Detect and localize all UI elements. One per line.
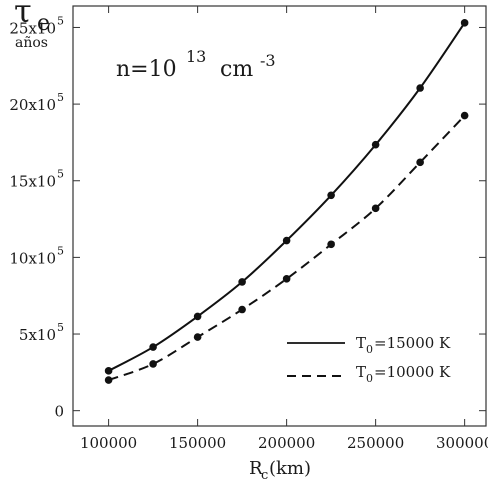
- data-point: [416, 84, 424, 92]
- annotation-unit: cm: [220, 57, 253, 82]
- x-tick-label: 200000: [258, 434, 315, 452]
- data-point: [193, 312, 202, 321]
- legend: T 0 =15000 K T 0 =10000 K: [287, 334, 451, 385]
- legend-label-1-rest: =10000 K: [374, 363, 451, 381]
- data-point: [460, 19, 469, 27]
- data-point: [282, 236, 291, 245]
- x-axis-subscript: c: [261, 468, 268, 482]
- y-tick-exponent: 5: [57, 91, 64, 104]
- data-point: [327, 191, 335, 200]
- y-axis-label: τ e años: [14, 0, 50, 51]
- series-line-solid: [108, 22, 466, 372]
- y-tick-exponent: 5: [57, 244, 64, 257]
- y-tick-exponent: 5: [57, 168, 64, 181]
- y-tick-label: 0: [54, 403, 64, 421]
- data-point: [371, 204, 380, 213]
- data-point: [238, 278, 246, 286]
- data-point: [193, 333, 202, 341]
- annotation-exponent: 13: [186, 47, 206, 66]
- legend-label-0-main: T: [356, 334, 366, 352]
- legend-label-1-main: T: [356, 363, 366, 381]
- data-point: [238, 305, 246, 314]
- x-axis-unit: (km): [269, 458, 311, 479]
- y-tick-exponent: 5: [57, 321, 64, 334]
- y-axis-unit: años: [15, 35, 48, 51]
- y-axis-symbol-subscript: e: [37, 11, 50, 36]
- data-point: [327, 240, 335, 249]
- annotation-unit-exponent: -3: [260, 51, 276, 70]
- y-tick-label: 15x10: [9, 173, 56, 191]
- data-point: [416, 158, 424, 167]
- x-tick-label: 100000: [80, 434, 137, 452]
- legend-label-0-sub: 0: [366, 343, 373, 356]
- y-tick-label: 10x10: [9, 249, 56, 267]
- data-point: [282, 275, 291, 283]
- annotation-prefix: n=10: [116, 57, 177, 82]
- x-tick-label: 250000: [347, 434, 404, 452]
- data-point: [149, 343, 157, 351]
- series-line-dashed: [108, 114, 466, 381]
- y-tick-label: 25x10: [9, 19, 56, 37]
- y-tick-label: 5x10: [19, 326, 56, 344]
- y-axis-symbol: τ: [14, 0, 32, 30]
- y-tick-exponent: 5: [57, 14, 64, 27]
- data-point: [104, 376, 113, 384]
- legend-label-0-rest: =15000 K: [374, 334, 451, 352]
- x-ticks: 100000 150000 200000 250000 300000: [80, 6, 488, 452]
- x-axis-main: R: [249, 458, 263, 479]
- density-annotation: n=10 13 cm -3: [116, 47, 276, 82]
- series-layer: [104, 19, 469, 384]
- data-point: [149, 360, 157, 368]
- data-point: [460, 111, 469, 120]
- x-tick-label: 300000: [436, 434, 488, 452]
- legend-label-1-sub: 0: [366, 372, 373, 385]
- plot-frame: [72, 5, 487, 427]
- x-axis-label: R c (km): [249, 458, 311, 482]
- data-point: [104, 367, 113, 375]
- data-point: [371, 140, 380, 149]
- x-tick-label: 150000: [169, 434, 226, 452]
- y-tick-label: 20x10: [9, 96, 56, 114]
